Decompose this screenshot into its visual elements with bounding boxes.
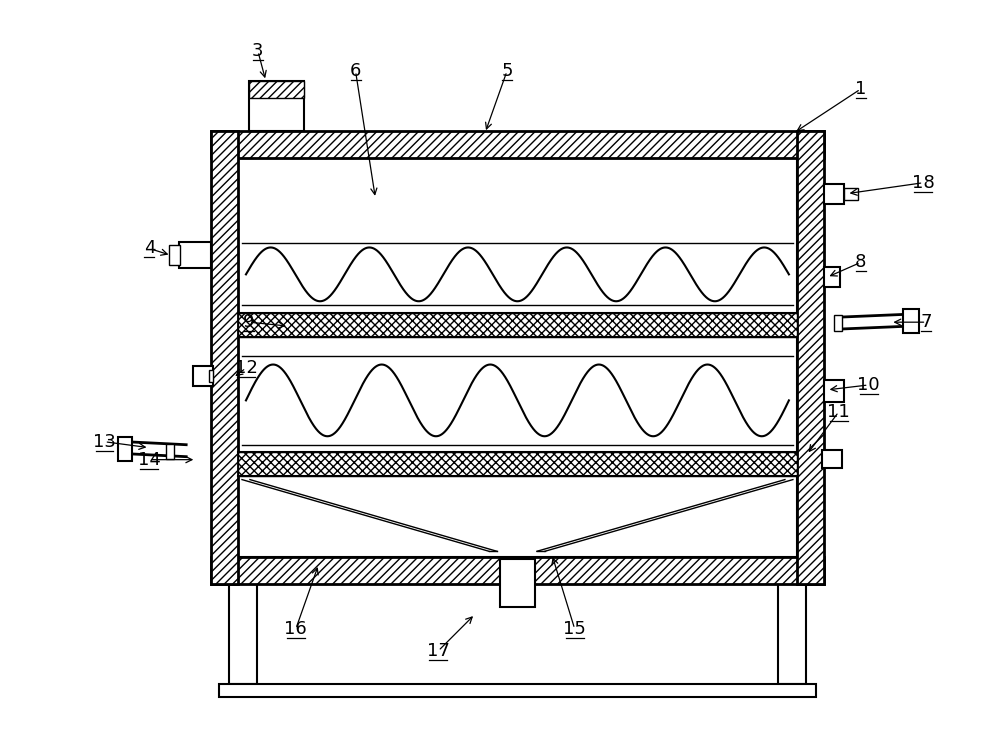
Bar xyxy=(238,451,797,476)
Bar xyxy=(238,158,797,557)
Bar xyxy=(778,584,806,684)
Text: 4: 4 xyxy=(144,240,155,258)
Bar xyxy=(229,584,257,684)
Bar xyxy=(209,370,213,382)
Bar xyxy=(219,684,816,697)
Bar xyxy=(193,366,213,386)
Text: 7: 7 xyxy=(921,313,932,332)
Bar xyxy=(166,444,174,459)
Bar xyxy=(797,131,824,584)
Bar xyxy=(824,184,844,204)
Bar xyxy=(249,81,304,131)
Bar xyxy=(824,380,844,402)
Bar xyxy=(118,437,132,461)
Bar xyxy=(500,559,535,607)
Bar xyxy=(822,450,842,468)
Text: 13: 13 xyxy=(93,433,116,451)
Text: 16: 16 xyxy=(284,620,307,638)
Text: 3: 3 xyxy=(252,42,264,60)
Bar xyxy=(903,309,919,333)
Text: 1: 1 xyxy=(855,80,866,98)
Text: 10: 10 xyxy=(857,376,880,394)
Bar xyxy=(824,267,840,287)
Text: 17: 17 xyxy=(427,642,450,660)
Bar xyxy=(211,131,824,158)
Text: 12: 12 xyxy=(235,359,257,377)
Text: 5: 5 xyxy=(501,62,513,80)
Text: 15: 15 xyxy=(563,620,586,638)
Text: 6: 6 xyxy=(350,62,361,80)
Bar xyxy=(844,188,858,200)
Bar xyxy=(238,313,797,337)
Bar xyxy=(211,131,238,584)
Text: 8: 8 xyxy=(855,253,866,272)
Bar xyxy=(179,243,211,269)
Text: 11: 11 xyxy=(827,403,850,421)
Bar xyxy=(249,81,304,98)
Bar xyxy=(834,315,842,331)
Bar xyxy=(169,246,180,266)
Bar xyxy=(211,557,824,584)
Text: 9: 9 xyxy=(243,313,255,332)
Text: 14: 14 xyxy=(138,451,161,468)
Text: 18: 18 xyxy=(912,174,935,192)
